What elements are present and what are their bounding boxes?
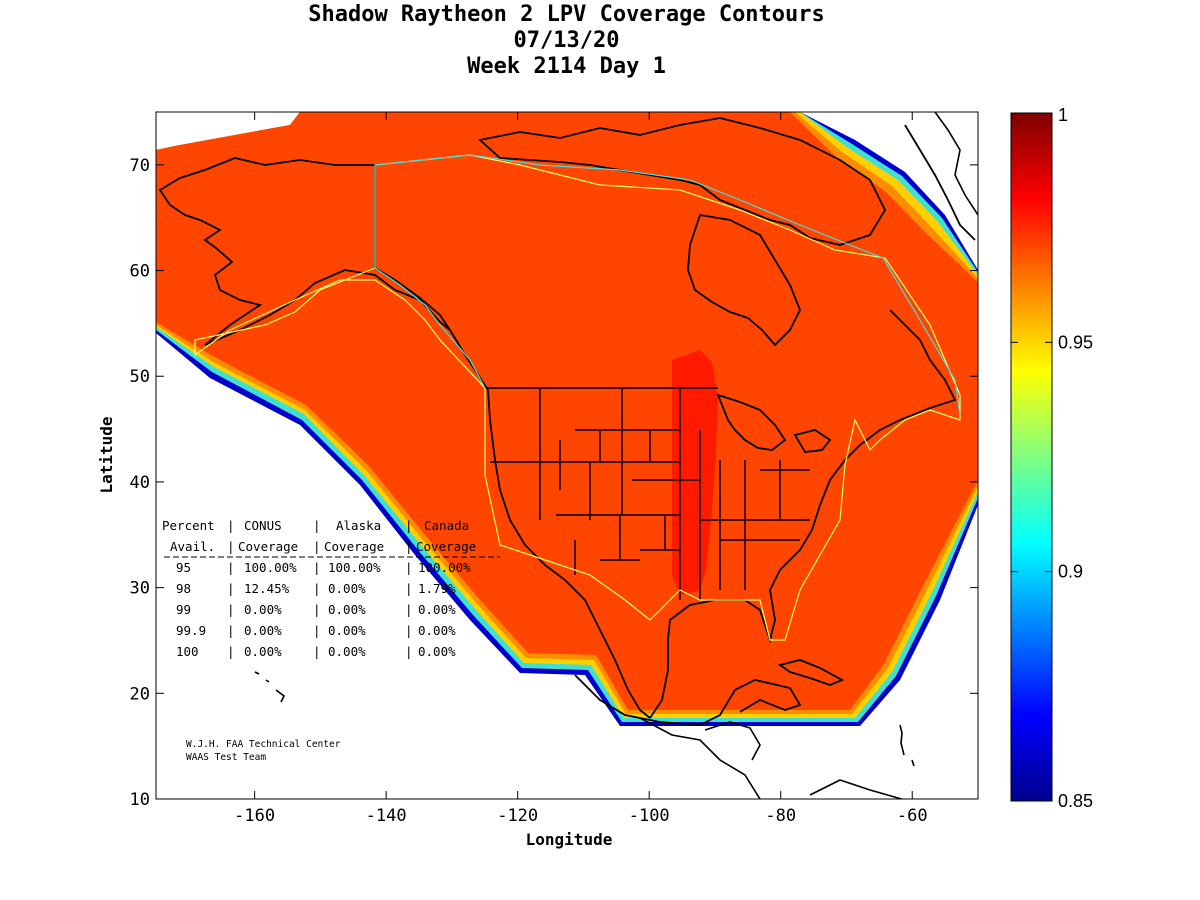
table-row-cell: 0.00% [328, 581, 366, 596]
arctic-islands-outline [478, 117, 887, 246]
table-separator: | [405, 560, 413, 575]
gulf-coast-outline [649, 309, 957, 719]
chart-title-line-3: Week 2114 Day 1 [467, 54, 666, 79]
cuba-outline [777, 659, 845, 686]
colorbar-tick-label: 0.95 [1058, 332, 1093, 352]
table-header-1-cell: Alaska [336, 518, 381, 533]
greenland-edge [904, 124, 976, 241]
hudson-bay-outline [687, 213, 801, 347]
table-row-cell: 100.00% [328, 560, 381, 575]
table-separator: | [313, 560, 321, 575]
political-boundaries [485, 387, 810, 600]
table-separator: | [313, 581, 321, 596]
table-header-2-cell: Avail. [170, 539, 215, 554]
coverage-region [156, 112, 978, 726]
table-row-cell: 100 [176, 644, 199, 659]
x-tick-label: -80 [765, 806, 796, 826]
table-separator: | [313, 644, 321, 659]
table-row-cell: 12.45% [244, 581, 290, 596]
table-separator: | [313, 518, 321, 533]
alaska-outline [158, 157, 451, 346]
table-separator: | [227, 602, 235, 617]
plot-frame [155, 111, 979, 800]
table-row-cell: 98 [176, 581, 191, 596]
table-separator: | [227, 581, 235, 596]
table-row-cell: 0.00% [328, 602, 366, 617]
west-coast-outline [449, 329, 651, 719]
x-tick-label: -100 [629, 806, 670, 826]
table-separator: | [313, 539, 321, 554]
table-separator: | [405, 644, 413, 659]
table-row-cell: 0.00% [418, 602, 456, 617]
table-row-cell: 95 [176, 560, 191, 575]
y-tick-label: 70 [130, 156, 150, 176]
table-row-cell: 0.00% [328, 644, 366, 659]
y-tick-label: 30 [130, 579, 150, 599]
table-separator: | [227, 518, 235, 533]
coastline-outlines [158, 117, 976, 726]
y-tick-label: 10 [130, 790, 150, 810]
table-separator: | [227, 623, 235, 638]
table-row-cell: 100.00% [244, 560, 297, 575]
colorbar-tick-label: 1 [1058, 105, 1068, 125]
y-tick-label: 40 [130, 473, 150, 493]
table-row-cell: 0.00% [418, 644, 456, 659]
x-tick-label: -140 [366, 806, 407, 826]
table-header-1-cell: Canada [424, 518, 469, 533]
table-header-2-cell: Coverage [416, 539, 476, 554]
table-row-cell: 0.00% [244, 623, 282, 638]
x-axis-ticks: -160 -140 -120 -100 -80 -60 [234, 112, 928, 826]
table-header-2-cell: Coverage [324, 539, 384, 554]
table-separator: | [405, 581, 413, 596]
colorbar-ticks: 1 0.95 0.9 0.85 [1011, 105, 1093, 811]
x-tick-label: -160 [234, 806, 275, 826]
table-separator: | [227, 644, 235, 659]
table-row-cell: 0.00% [328, 623, 366, 638]
y-tick-label: 50 [130, 367, 150, 387]
service-volume-outlines [194, 154, 961, 641]
x-axis-label: Longitude [526, 830, 613, 849]
chart-title-line-2: 07/13/20 [513, 28, 620, 53]
mexico-outline [574, 674, 802, 726]
x-tick-label: -60 [897, 806, 928, 826]
table-header-1-cell: Percent [162, 518, 215, 533]
uncovered-land-outlines [254, 112, 978, 799]
y-axis-label: Latitude [97, 416, 116, 493]
table-row-cell: 99.9 [176, 623, 206, 638]
credit-line-2: WAAS Test Team [186, 752, 266, 763]
table-row-cell: 100.00% [418, 560, 471, 575]
table-row-cell: 0.00% [244, 602, 282, 617]
colorbar-tick-label: 0.9 [1058, 562, 1083, 582]
table-row-cell: 0.00% [244, 644, 282, 659]
table-header-2-cell: Coverage [238, 539, 298, 554]
table-separator: | [227, 539, 235, 554]
colorbar-tick-label: 0.85 [1058, 791, 1093, 811]
table-separator: | [227, 560, 235, 575]
y-tick-label: 20 [130, 684, 150, 704]
colorbar [1010, 112, 1053, 802]
table-separator: | [405, 518, 413, 533]
coverage-main-fill [156, 112, 978, 710]
table-separator: | [313, 623, 321, 638]
y-tick-label: 60 [130, 262, 150, 282]
high-availability-zone [672, 350, 718, 595]
map-plot-area [156, 112, 978, 799]
table-separator: | [405, 623, 413, 638]
chart-title-line-1: Shadow Raytheon 2 LPV Coverage Contours [308, 2, 825, 27]
table-header-1-cell: CONUS [244, 518, 282, 533]
table-separator: | [405, 539, 413, 554]
table-row-cell: 99 [176, 602, 191, 617]
table-separator: | [405, 602, 413, 617]
coverage-statistics-table: Percent CONUS Alaska Canada | | | Avail. Coverag… [162, 518, 500, 659]
table-row-cell: 1.79% [418, 581, 456, 596]
table-separator: | [313, 602, 321, 617]
table-row-cell: 0.00% [418, 623, 456, 638]
x-tick-label: -120 [497, 806, 538, 826]
y-axis-ticks: 10 20 30 40 50 60 70 [130, 156, 978, 810]
great-lakes-outline [716, 393, 832, 453]
credit-line-1: W.J.H. FAA Technical Center [186, 739, 341, 750]
